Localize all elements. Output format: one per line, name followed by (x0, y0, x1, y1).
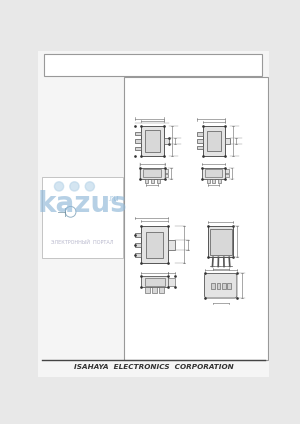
Bar (141, 126, 164, 156)
Bar (208, 226, 233, 257)
Bar (140, 168, 164, 179)
Circle shape (70, 182, 79, 191)
Bar (134, 132, 141, 135)
Bar (203, 126, 225, 156)
Bar (134, 253, 141, 257)
Bar (218, 179, 221, 183)
Bar (205, 170, 222, 177)
Text: .ru: .ru (107, 194, 119, 203)
Bar (222, 283, 226, 289)
Bar (211, 283, 215, 289)
Bar (225, 174, 229, 177)
Bar (146, 232, 163, 258)
Bar (197, 146, 203, 149)
Bar (197, 132, 203, 136)
Text: ЭЛЕКТРОННЫЙ  ПОРТАЛ: ЭЛЕКТРОННЫЙ ПОРТАЛ (51, 240, 113, 245)
Bar (145, 130, 160, 152)
Bar (217, 283, 220, 289)
Bar (152, 287, 157, 293)
Bar (124, 77, 268, 360)
Bar (145, 179, 148, 183)
Bar (134, 243, 141, 247)
Bar (168, 278, 175, 286)
Bar (212, 179, 215, 183)
Text: kazus: kazus (37, 190, 127, 218)
Bar (134, 233, 141, 237)
Bar (164, 174, 168, 177)
Bar (145, 287, 150, 293)
Bar (145, 278, 164, 286)
Circle shape (85, 182, 94, 191)
Bar (42, 177, 123, 258)
Bar (168, 240, 175, 250)
Bar (151, 179, 154, 183)
Bar (207, 179, 210, 183)
Bar (197, 139, 203, 142)
Bar (225, 170, 229, 173)
FancyBboxPatch shape (205, 273, 237, 298)
Bar (143, 170, 161, 177)
Bar (159, 287, 164, 293)
Bar (202, 168, 225, 179)
Bar (141, 226, 168, 263)
Bar (164, 170, 168, 173)
Bar (44, 54, 262, 75)
Bar (141, 276, 168, 287)
Circle shape (54, 182, 64, 191)
Bar (210, 229, 232, 255)
Text: ISAHAYA  ELECTRONICS  CORPORATION: ISAHAYA ELECTRONICS CORPORATION (74, 364, 234, 370)
Bar (134, 147, 141, 150)
Bar (134, 139, 141, 142)
Bar (157, 179, 160, 183)
Bar (227, 283, 231, 289)
Bar (164, 137, 169, 145)
Bar (225, 137, 230, 145)
Bar (207, 131, 221, 151)
